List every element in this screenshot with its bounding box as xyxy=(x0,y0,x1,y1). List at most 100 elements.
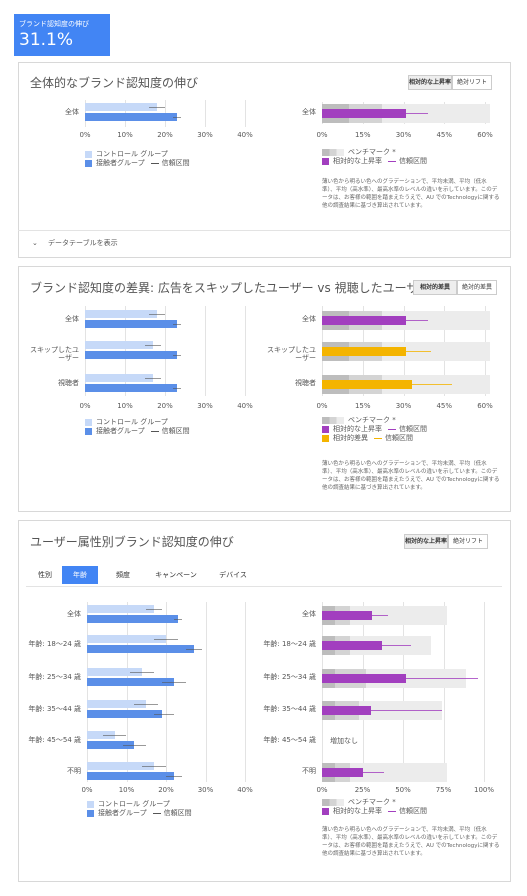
category-label: 年齢: 45〜54 歳 xyxy=(28,736,81,744)
empty-label: 増加なし xyxy=(330,737,358,745)
toggle-button[interactable]: 相対的な上昇率 xyxy=(404,534,448,549)
category-label: 年齢: 45〜54 歳 xyxy=(263,736,316,744)
legend-label: 接触者グループ xyxy=(96,427,145,435)
legend-swatch xyxy=(85,151,92,158)
legend-label: コントロール グループ xyxy=(98,800,170,808)
legend-swatch xyxy=(322,426,329,433)
legend-swatch xyxy=(322,417,344,424)
bar xyxy=(87,772,174,780)
bar xyxy=(87,731,115,739)
confidence-interval xyxy=(360,615,389,616)
bar xyxy=(87,762,155,770)
grid-line xyxy=(245,306,246,396)
x-tick-label: 0% xyxy=(316,402,328,410)
category-label: スキップしたユーザー xyxy=(30,346,79,362)
legend-ci-line xyxy=(388,429,396,430)
legend-ci-line xyxy=(388,811,396,812)
legend-swatch xyxy=(322,799,344,806)
legend-label: 相対的な上昇率 xyxy=(333,425,382,433)
x-tick-label: 40% xyxy=(237,786,253,794)
tab-divider xyxy=(26,586,502,587)
x-tick-label: 40% xyxy=(237,402,253,410)
category-label: 視聴者 xyxy=(295,379,316,387)
confidence-interval xyxy=(354,678,478,679)
bar xyxy=(85,310,157,318)
confidence-interval xyxy=(185,649,202,650)
legend-swatch xyxy=(322,158,329,165)
legend-ci-line xyxy=(374,438,382,439)
confidence-interval xyxy=(351,772,384,773)
x-tick-label: 25% xyxy=(354,786,371,794)
benchmark-band xyxy=(349,606,447,625)
confidence-interval xyxy=(146,609,163,610)
table-link[interactable]: データテーブルを表示 xyxy=(48,239,118,247)
legend-swatch xyxy=(87,801,94,808)
toggle-button[interactable]: 絶対リフト xyxy=(452,75,492,90)
x-tick-label: 15% xyxy=(354,131,371,139)
bar xyxy=(87,700,147,708)
x-tick-label: 40% xyxy=(237,131,253,139)
confidence-interval xyxy=(173,619,182,620)
x-tick-label: 60% xyxy=(477,131,493,139)
x-tick-label: 20% xyxy=(157,131,173,139)
chevron[interactable]: ⌄ xyxy=(32,239,38,247)
bar xyxy=(85,351,177,359)
legend-label: ベンチマーク * xyxy=(348,148,396,156)
legend-label: 信頼区間 xyxy=(163,809,192,817)
confidence-interval xyxy=(130,672,155,673)
category-label: 視聴者 xyxy=(58,379,79,387)
tab[interactable]: デバイス xyxy=(219,571,247,579)
legend-label: ベンチマーク * xyxy=(348,798,396,806)
note: 薄い色から明るい色へのグラデーションで、平均未満、平均（低水準）、平均（高水準）… xyxy=(322,461,500,491)
x-tick-label: 0% xyxy=(79,402,91,410)
tab[interactable]: 性別 xyxy=(38,571,52,579)
legend-label: 信頼区間 xyxy=(385,434,413,442)
legend-label: コントロール グループ xyxy=(96,150,168,158)
x-tick-label: 10% xyxy=(117,402,133,410)
toggle-button[interactable]: 絶対的差異 xyxy=(457,280,497,295)
legend-ci-line xyxy=(388,161,396,162)
category-label: スキップしたユーザー xyxy=(267,346,316,362)
tab[interactable]: 年齢 xyxy=(62,566,98,584)
benchmark-band xyxy=(381,311,491,330)
benchmark-band xyxy=(381,104,491,123)
confidence-interval xyxy=(381,351,431,352)
category-label: 全体 xyxy=(302,108,316,116)
x-tick-label: 60% xyxy=(477,402,493,410)
x-tick-label: 30% xyxy=(197,402,213,410)
legend-label: 相対的な上昇率 xyxy=(333,807,382,815)
grid-line xyxy=(245,100,246,127)
confidence-interval xyxy=(173,355,181,356)
legend-swatch xyxy=(85,419,92,426)
confidence-interval xyxy=(149,314,165,315)
category-label: 年齢: 18〜24 歳 xyxy=(263,640,316,648)
category-label: 全体 xyxy=(302,315,316,323)
category-label: 年齢: 35〜44 歳 xyxy=(263,705,316,713)
bar xyxy=(87,605,155,613)
bar xyxy=(322,768,363,777)
x-tick-label: 20% xyxy=(158,786,174,794)
category-label: 不明 xyxy=(302,767,316,775)
legend-swatch xyxy=(322,808,329,815)
card xyxy=(18,62,511,258)
toggle-button[interactable]: 相対的な上昇率 xyxy=(408,75,452,90)
confidence-interval xyxy=(367,645,412,646)
toggle-button[interactable]: 相対的差異 xyxy=(413,280,457,295)
bar xyxy=(322,641,382,650)
confidence-interval xyxy=(173,117,181,118)
x-tick-label: 30% xyxy=(395,131,412,139)
category-label: 年齢: 35〜44 歳 xyxy=(28,705,81,713)
grid-line xyxy=(205,100,206,127)
toggle-button[interactable]: 絶対リフト xyxy=(448,534,488,549)
x-tick-label: 10% xyxy=(118,786,135,794)
confidence-interval xyxy=(173,388,181,389)
x-tick-label: 0% xyxy=(81,786,93,794)
legend-ci-line xyxy=(150,163,159,164)
tab[interactable]: 頻度 xyxy=(116,571,130,579)
confidence-interval xyxy=(166,776,182,777)
x-tick-label: 75% xyxy=(435,786,452,794)
bar xyxy=(85,384,177,392)
note: 薄い色から明るい色へのグラデーションで、平均未満、平均（低水準）、平均（高水準）… xyxy=(322,179,500,209)
tab[interactable]: キャンペーン xyxy=(155,571,197,579)
